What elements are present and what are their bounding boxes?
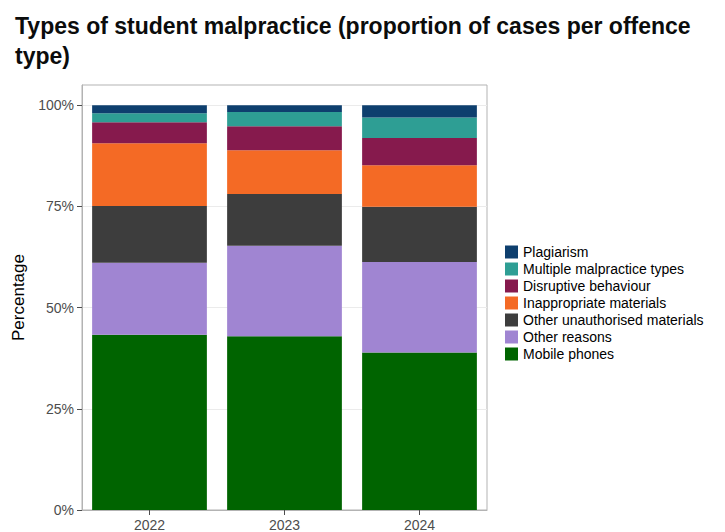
- svg-text:50%: 50%: [46, 300, 74, 316]
- svg-text:Types of student malpractice (: Types of student malpractice (proportion…: [15, 13, 697, 39]
- svg-text:25%: 25%: [46, 401, 74, 417]
- svg-text:Other unauthorised materials: Other unauthorised materials: [523, 312, 704, 328]
- svg-text:100%: 100%: [38, 97, 74, 113]
- svg-text:Multiple malpractice types: Multiple malpractice types: [523, 261, 684, 277]
- svg-text:2023: 2023: [269, 517, 300, 532]
- svg-text:Inappropriate materials: Inappropriate materials: [523, 295, 666, 311]
- svg-text:Other reasons: Other reasons: [523, 329, 612, 345]
- svg-text:0%: 0%: [54, 502, 74, 518]
- svg-text:2022: 2022: [134, 517, 165, 532]
- svg-text:Percentage: Percentage: [9, 254, 28, 341]
- svg-text:Mobile phones: Mobile phones: [523, 346, 614, 362]
- svg-text:Disruptive behaviour: Disruptive behaviour: [523, 278, 651, 294]
- svg-text:2024: 2024: [404, 517, 435, 532]
- svg-text:type): type): [15, 43, 70, 69]
- svg-text:Plagiarism: Plagiarism: [523, 244, 588, 260]
- svg-text:75%: 75%: [46, 198, 74, 214]
